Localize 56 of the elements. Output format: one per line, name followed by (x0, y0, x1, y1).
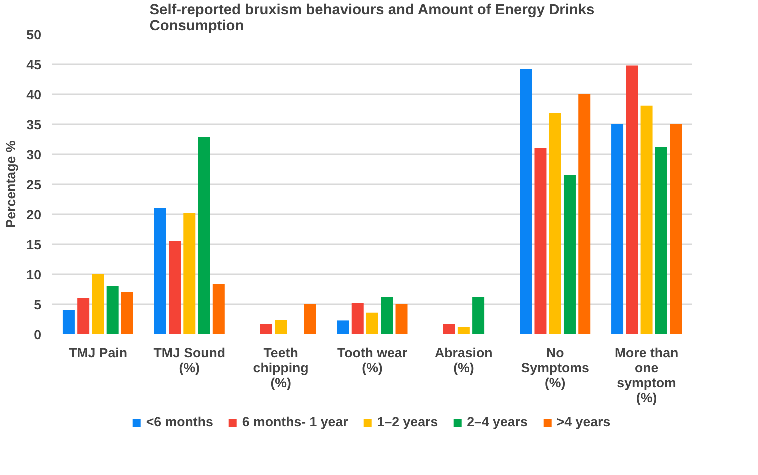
bar (534, 148, 547, 334)
bar (655, 147, 668, 334)
legend-label: >4 years (556, 414, 611, 430)
bar (381, 297, 394, 334)
bar (62, 310, 75, 334)
x-tick-label: Tooth wear (%) (337, 346, 408, 376)
bar (640, 106, 653, 334)
bar (106, 286, 119, 334)
y-tick-label: 25 (26, 178, 42, 192)
y-tick-label: 40 (26, 88, 42, 102)
bar (304, 304, 316, 334)
bar (154, 208, 166, 334)
bar (260, 324, 272, 334)
bar (472, 297, 485, 334)
y-tick-label: 45 (26, 58, 42, 72)
y-tick-label: 30 (26, 148, 42, 162)
bar (275, 320, 288, 334)
bar (352, 303, 364, 334)
x-tick-label: Abrasion (%) (435, 346, 493, 376)
bar (121, 292, 134, 334)
bar (670, 124, 682, 334)
bar (198, 137, 210, 334)
x-tick-label: TMJ Pain (68, 346, 128, 360)
x-tick-label: No Symptoms (%) (521, 346, 590, 390)
bar (169, 242, 182, 334)
legend-label: 2–4 years (467, 414, 528, 430)
bar (443, 324, 456, 334)
bar (337, 320, 350, 334)
legend-label: 6 months- 1 year (242, 414, 348, 430)
bar (549, 113, 562, 334)
y-tick-label: 5 (34, 298, 42, 312)
x-tick-label: More than one symptom (%) (614, 346, 679, 406)
y-axis-title: Percentage % (4, 140, 19, 228)
bar (520, 69, 532, 334)
chart-title: Self-reported bruxism behaviours and Amount of Energy Drinks Consumption (150, 2, 595, 34)
bar (612, 124, 624, 334)
bar (458, 327, 470, 334)
bar (184, 213, 196, 334)
y-tick-label: 10 (26, 268, 42, 282)
y-tick-label: 15 (26, 238, 42, 252)
x-tick-label: Teeth chipping (%) (253, 346, 309, 390)
legend-label: 1–2 years (377, 414, 438, 430)
bar (366, 312, 378, 334)
y-tick-label: 50 (26, 28, 42, 42)
x-tick-label: TMJ Sound (%) (154, 346, 226, 376)
bar (578, 94, 591, 334)
y-tick-label: 0 (34, 328, 42, 342)
bar (92, 274, 104, 334)
y-tick-label: 35 (26, 118, 42, 132)
y-tick-label: 20 (26, 208, 42, 222)
bar (78, 298, 90, 334)
bar (626, 66, 638, 334)
legend-label: <6 months (146, 414, 214, 430)
bar (564, 176, 576, 334)
bar (396, 304, 408, 334)
bar (212, 284, 225, 334)
